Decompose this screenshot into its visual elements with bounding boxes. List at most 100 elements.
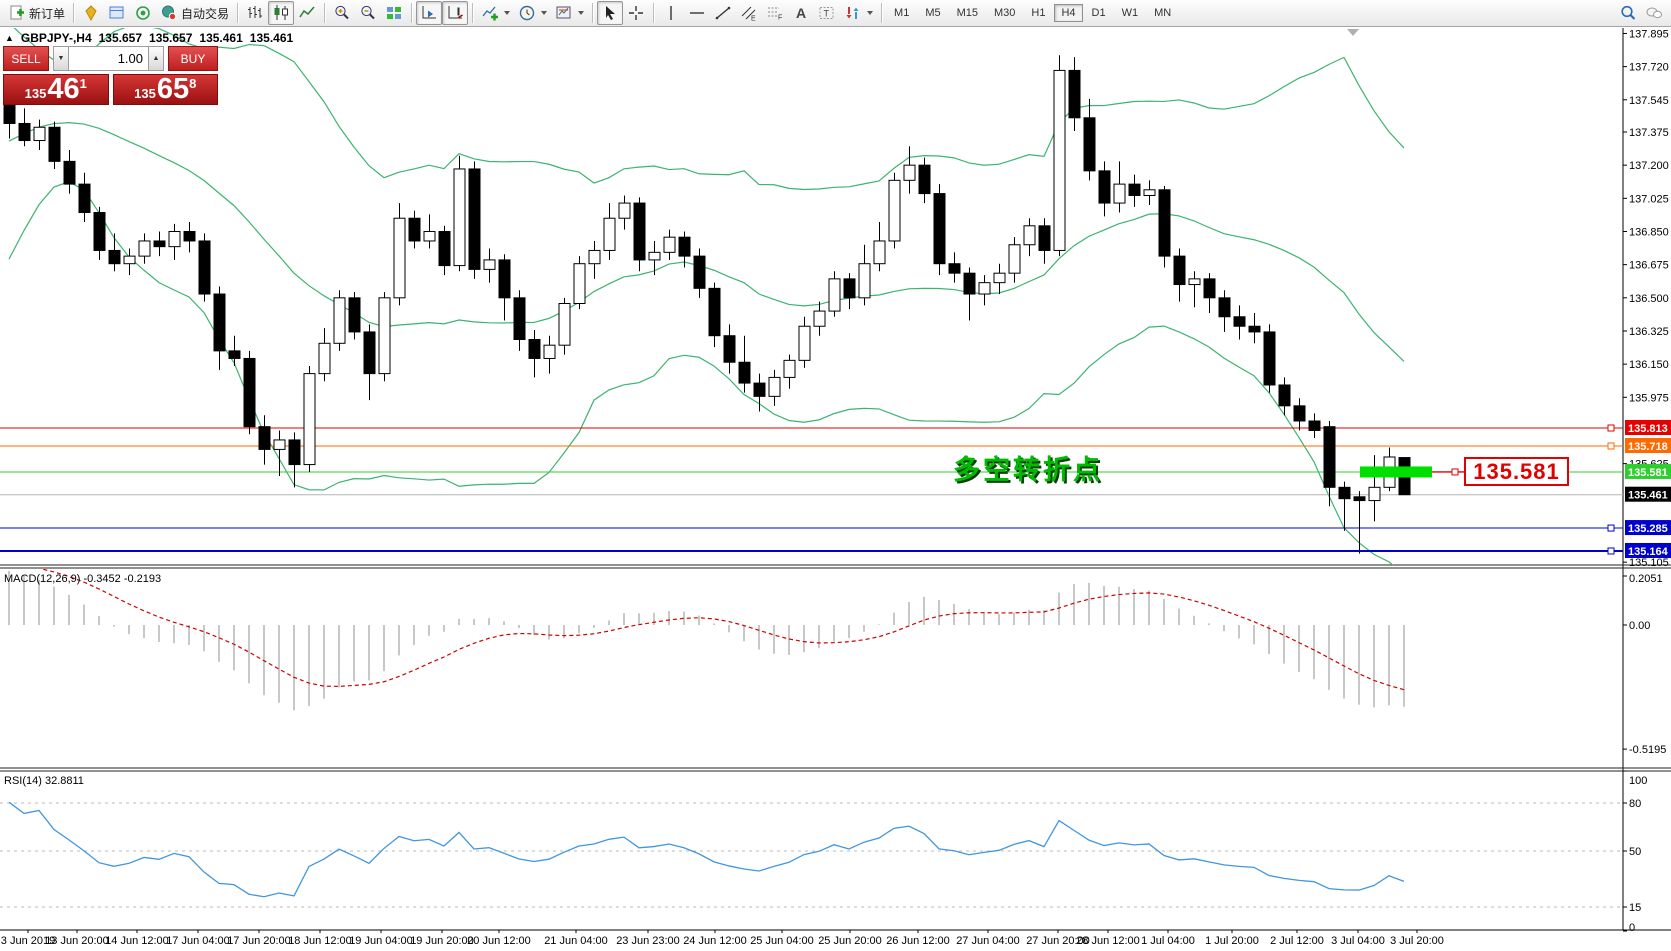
svg-text:3 Jul 04:00: 3 Jul 04:00	[1331, 935, 1385, 947]
timeframe-h4-button[interactable]: H4	[1054, 4, 1083, 22]
timeframe-mn-button[interactable]: MN	[1154, 7, 1172, 19]
market-watch-icon	[85, 5, 97, 22]
new-order-button[interactable]: 新订单	[4, 1, 69, 25]
timeframe-m30-button[interactable]: M30	[994, 7, 1016, 19]
chart-shift-button[interactable]	[416, 1, 443, 25]
callout-anchor[interactable]	[1451, 468, 1459, 476]
svg-text:A: A	[796, 5, 806, 21]
macd-axis: 0.2051 0.00 -0.5195	[1623, 573, 1666, 756]
horizontal-line-button[interactable]	[684, 1, 710, 25]
volume-input[interactable]	[69, 46, 148, 71]
arrows-icon	[846, 7, 859, 19]
buy-price-button[interactable]: 135 65 8	[112, 74, 218, 105]
bollinger-bands	[8, 28, 1405, 565]
sell-price-big: 46	[47, 73, 80, 105]
svg-text:135.813: 135.813	[1628, 423, 1668, 435]
timeframe-d1-button[interactable]: D1	[1091, 7, 1106, 19]
search-button[interactable]	[1615, 1, 1641, 25]
timeframe-m5-button[interactable]: M5	[925, 7, 941, 19]
svg-text:135.285: 135.285	[1628, 523, 1668, 535]
line-chart-button[interactable]	[294, 1, 320, 25]
sell-button[interactable]: SELL	[3, 46, 49, 71]
svg-text:F: F	[778, 15, 782, 22]
autotrade-button[interactable]: 自动交易	[156, 1, 233, 25]
bar-chart-button[interactable]	[242, 1, 268, 25]
volume-down-button[interactable]: ▼	[53, 46, 69, 71]
cursor-button[interactable]	[597, 1, 624, 25]
ohlc-open: 135.657	[98, 31, 143, 45]
svg-text:50: 50	[1629, 846, 1641, 858]
svg-text:137.025: 137.025	[1629, 193, 1669, 205]
chat-button[interactable]	[1641, 1, 1667, 25]
toolbar-separator	[653, 3, 655, 23]
svg-text:17 Jun 04:00: 17 Jun 04:00	[166, 935, 230, 947]
svg-text:135.718: 135.718	[1628, 441, 1668, 453]
fibonacci-icon: F	[768, 7, 782, 22]
zoom-in-button[interactable]	[329, 1, 355, 25]
svg-text:24 Jun 12:00: 24 Jun 12:00	[683, 935, 747, 947]
cursor-icon	[606, 6, 616, 20]
text-label-button[interactable]: T	[814, 1, 840, 25]
trendline-icon	[715, 6, 731, 20]
candlestick-chart-button[interactable]	[268, 1, 295, 25]
svg-text:137.895: 137.895	[1629, 28, 1669, 40]
toolbar-label: 自动交易	[181, 6, 230, 21]
price-axis: 137.895 137.720 137.545 137.375 137.200 137.0…	[1623, 28, 1671, 569]
candlesticks	[3, 55, 1411, 554]
equidistant-channel-button[interactable]: E	[736, 1, 762, 25]
text-button[interactable]: A	[788, 1, 814, 25]
chevron-down-icon	[504, 11, 511, 15]
sell-price-sup: 1	[79, 76, 87, 91]
svg-text:19 Jun 20:00: 19 Jun 20:00	[410, 935, 474, 947]
svg-text:135.581: 135.581	[1628, 467, 1668, 479]
volume-up-button[interactable]: ▲	[148, 46, 164, 71]
toolbar-separator	[324, 3, 326, 23]
data-window-button[interactable]	[104, 1, 130, 25]
timeframe-m1-button[interactable]: M1	[894, 7, 910, 19]
arrows-button[interactable]	[840, 1, 877, 25]
zoom-out-button[interactable]	[355, 1, 381, 25]
auto-scroll-button[interactable]	[442, 1, 469, 25]
market-watch-button[interactable]	[78, 1, 104, 25]
price-callout[interactable]: 135.581	[1464, 457, 1569, 486]
svg-text:-0.5195: -0.5195	[1629, 744, 1666, 756]
toolbar-separator	[411, 3, 413, 23]
timeframe-h1-button[interactable]: H1	[1031, 7, 1046, 19]
periods-button[interactable]	[514, 1, 551, 25]
macd-label: MACD(12,26,9) -0.3452 -0.2193	[4, 573, 161, 585]
templates-icon	[556, 6, 571, 19]
navigator-button[interactable]	[130, 1, 156, 25]
vertical-line-button[interactable]	[658, 1, 684, 25]
chevron-down-icon	[867, 11, 874, 15]
templates-button[interactable]	[551, 1, 588, 25]
crosshair-button[interactable]	[623, 1, 649, 25]
svg-text:21 Jun 04:00: 21 Jun 04:00	[544, 935, 608, 947]
toolbar: 新订单 自动交易 E F A T M1 M5 M15 M30 H1 H4 D1 W1 MN	[0, 0, 1671, 27]
svg-text:135.975: 135.975	[1629, 392, 1669, 404]
svg-text:137.720: 137.720	[1629, 62, 1669, 74]
trendline-button[interactable]	[710, 1, 736, 25]
svg-text:17 Jun 20:00: 17 Jun 20:00	[227, 935, 291, 947]
buy-button[interactable]: BUY	[168, 46, 218, 71]
vertical-line-icon	[670, 6, 672, 20]
indicators-button[interactable]	[477, 1, 514, 25]
svg-text:136.325: 136.325	[1629, 326, 1669, 338]
tile-windows-button[interactable]	[381, 1, 407, 25]
timeframe-m15-button[interactable]: M15	[956, 7, 978, 19]
symbol-info-line: ▲ GBPJPY-,H4 135.657 135.657 135.461 135…	[5, 31, 293, 45]
fibonacci-button[interactable]: F	[762, 1, 788, 25]
chevron-down-icon	[541, 11, 548, 15]
svg-text:3 Jun 2019: 3 Jun 2019	[1, 935, 55, 947]
sell-price-prefix: 135	[24, 86, 47, 101]
svg-text:136.675: 136.675	[1629, 260, 1669, 272]
annotation-text[interactable]: 多空转折点	[953, 455, 1103, 485]
text-label-icon: T	[819, 7, 834, 19]
toolbar-separator	[881, 3, 883, 23]
equidistant-channel-icon: E	[741, 6, 756, 22]
sell-price-button[interactable]: 135 46 1	[3, 74, 109, 105]
timeframe-w1-button[interactable]: W1	[1121, 7, 1139, 19]
highlight-bar[interactable]	[1360, 466, 1432, 478]
rsi-label: RSI(14) 32.8811	[4, 775, 84, 787]
